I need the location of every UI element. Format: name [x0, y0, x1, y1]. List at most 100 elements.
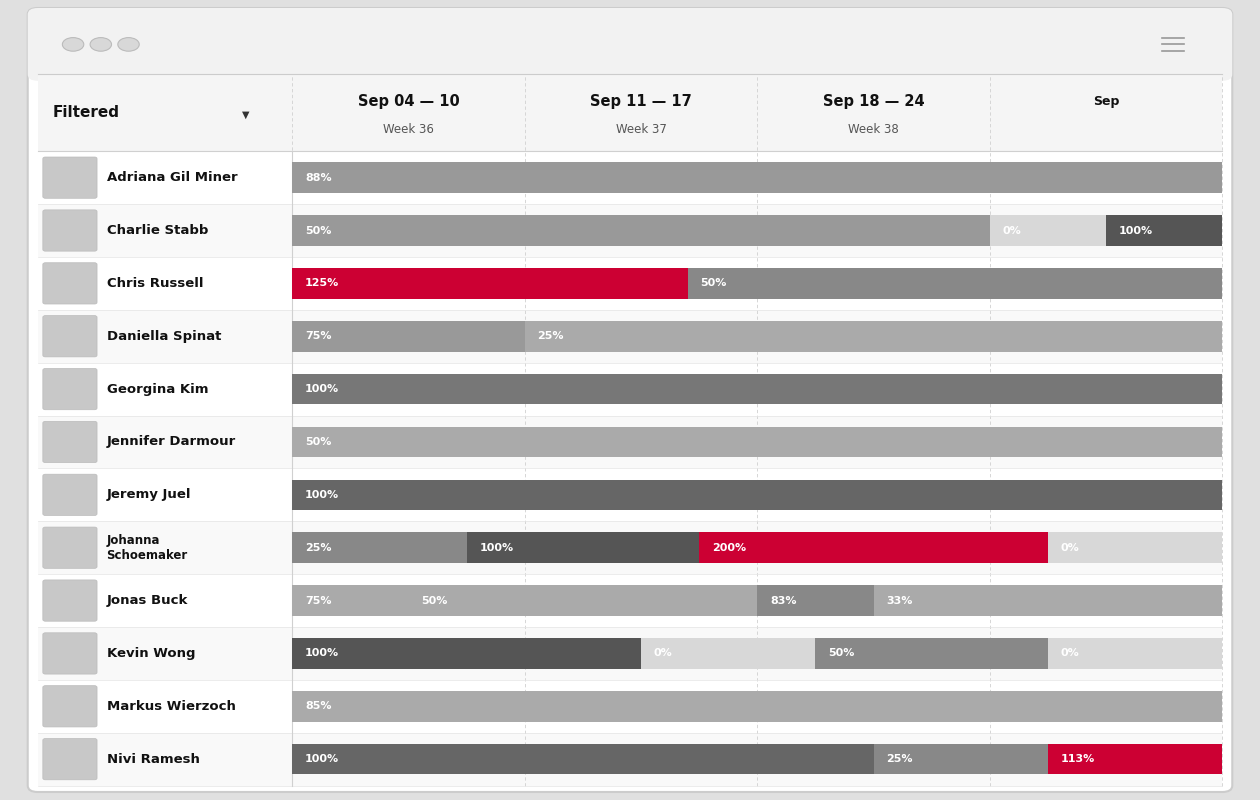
- Bar: [38, 151, 1222, 204]
- Bar: [292, 215, 990, 246]
- Bar: [292, 426, 1222, 458]
- Text: 100%: 100%: [305, 384, 339, 394]
- Text: 0%: 0%: [654, 649, 673, 658]
- Bar: [688, 268, 1222, 298]
- Bar: [466, 532, 699, 563]
- Text: 25%: 25%: [538, 331, 564, 342]
- Bar: [38, 415, 1222, 469]
- Text: Jeremy Juel: Jeremy Juel: [107, 488, 192, 502]
- Bar: [38, 74, 1222, 151]
- FancyBboxPatch shape: [43, 316, 97, 357]
- Bar: [292, 586, 408, 616]
- Text: 50%: 50%: [305, 226, 331, 235]
- Bar: [38, 733, 1222, 786]
- Text: 75%: 75%: [305, 331, 331, 342]
- Text: Sep 04 — 10: Sep 04 — 10: [358, 94, 460, 109]
- FancyBboxPatch shape: [43, 527, 97, 568]
- Text: Filtered: Filtered: [53, 106, 120, 120]
- Bar: [292, 532, 466, 563]
- Text: 113%: 113%: [1061, 754, 1095, 764]
- Text: Chris Russell: Chris Russell: [107, 277, 203, 290]
- FancyBboxPatch shape: [43, 580, 97, 622]
- Bar: [292, 479, 1222, 510]
- Text: 0%: 0%: [1003, 226, 1021, 235]
- Bar: [38, 574, 1222, 627]
- FancyBboxPatch shape: [43, 369, 97, 410]
- Bar: [641, 638, 815, 669]
- Bar: [292, 691, 1222, 722]
- Text: 88%: 88%: [305, 173, 331, 182]
- Bar: [292, 638, 641, 669]
- Bar: [815, 638, 1048, 669]
- Bar: [40, 50, 1220, 74]
- Text: Markus Wierzoch: Markus Wierzoch: [107, 700, 236, 713]
- Bar: [292, 744, 873, 774]
- Circle shape: [117, 38, 139, 51]
- Bar: [757, 586, 873, 616]
- Bar: [1048, 744, 1222, 774]
- Bar: [1106, 215, 1222, 246]
- Text: 0%: 0%: [1061, 649, 1080, 658]
- Text: 100%: 100%: [305, 649, 339, 658]
- Bar: [873, 744, 1048, 774]
- Text: 50%: 50%: [421, 595, 447, 606]
- Text: Georgina Kim: Georgina Kim: [107, 382, 208, 396]
- Bar: [292, 374, 1222, 405]
- Text: Week 38: Week 38: [848, 123, 898, 136]
- Text: Johanna
Schoemaker: Johanna Schoemaker: [107, 534, 188, 562]
- FancyBboxPatch shape: [43, 633, 97, 674]
- Text: ▼: ▼: [242, 110, 249, 119]
- Bar: [525, 321, 1222, 351]
- Text: Sep: Sep: [1092, 94, 1119, 108]
- Bar: [873, 586, 1222, 616]
- FancyBboxPatch shape: [43, 157, 97, 198]
- Bar: [38, 257, 1222, 310]
- FancyBboxPatch shape: [43, 738, 97, 780]
- Bar: [1048, 638, 1222, 669]
- Bar: [38, 627, 1222, 680]
- Bar: [292, 321, 525, 351]
- Bar: [38, 310, 1222, 362]
- Text: 100%: 100%: [305, 754, 339, 764]
- Bar: [38, 362, 1222, 415]
- FancyBboxPatch shape: [28, 8, 1232, 81]
- FancyBboxPatch shape: [43, 422, 97, 462]
- Text: 200%: 200%: [712, 542, 746, 553]
- Text: Jonas Buck: Jonas Buck: [107, 594, 188, 607]
- Circle shape: [89, 38, 111, 51]
- Text: Sep 18 — 24: Sep 18 — 24: [823, 94, 925, 109]
- Bar: [38, 204, 1222, 257]
- Text: Daniella Spinat: Daniella Spinat: [107, 330, 220, 342]
- Text: Nivi Ramesh: Nivi Ramesh: [107, 753, 199, 766]
- Text: 100%: 100%: [479, 542, 514, 553]
- FancyBboxPatch shape: [43, 686, 97, 727]
- Bar: [699, 532, 1048, 563]
- Bar: [292, 268, 688, 298]
- Bar: [292, 162, 1222, 193]
- Bar: [38, 680, 1222, 733]
- Text: Week 36: Week 36: [383, 123, 435, 136]
- FancyBboxPatch shape: [43, 474, 97, 515]
- Text: Sep 11 — 17: Sep 11 — 17: [590, 94, 692, 109]
- Text: 50%: 50%: [828, 649, 854, 658]
- Bar: [38, 522, 1222, 574]
- Text: Jennifer Darmour: Jennifer Darmour: [107, 435, 236, 449]
- Text: 100%: 100%: [305, 490, 339, 500]
- Text: 85%: 85%: [305, 702, 331, 711]
- Text: Adriana Gil Miner: Adriana Gil Miner: [107, 171, 237, 184]
- FancyBboxPatch shape: [28, 8, 1232, 792]
- Text: 50%: 50%: [305, 437, 331, 447]
- Text: Kevin Wong: Kevin Wong: [107, 647, 195, 660]
- Bar: [408, 586, 757, 616]
- Bar: [38, 469, 1222, 522]
- FancyBboxPatch shape: [43, 210, 97, 251]
- Text: Charlie Stabb: Charlie Stabb: [107, 224, 208, 237]
- Text: 25%: 25%: [886, 754, 912, 764]
- Bar: [1048, 532, 1222, 563]
- Text: 0%: 0%: [1061, 542, 1080, 553]
- Text: 125%: 125%: [305, 278, 339, 288]
- FancyBboxPatch shape: [43, 262, 97, 304]
- Text: 25%: 25%: [305, 542, 331, 553]
- Text: 83%: 83%: [770, 595, 796, 606]
- Text: Week 37: Week 37: [616, 123, 667, 136]
